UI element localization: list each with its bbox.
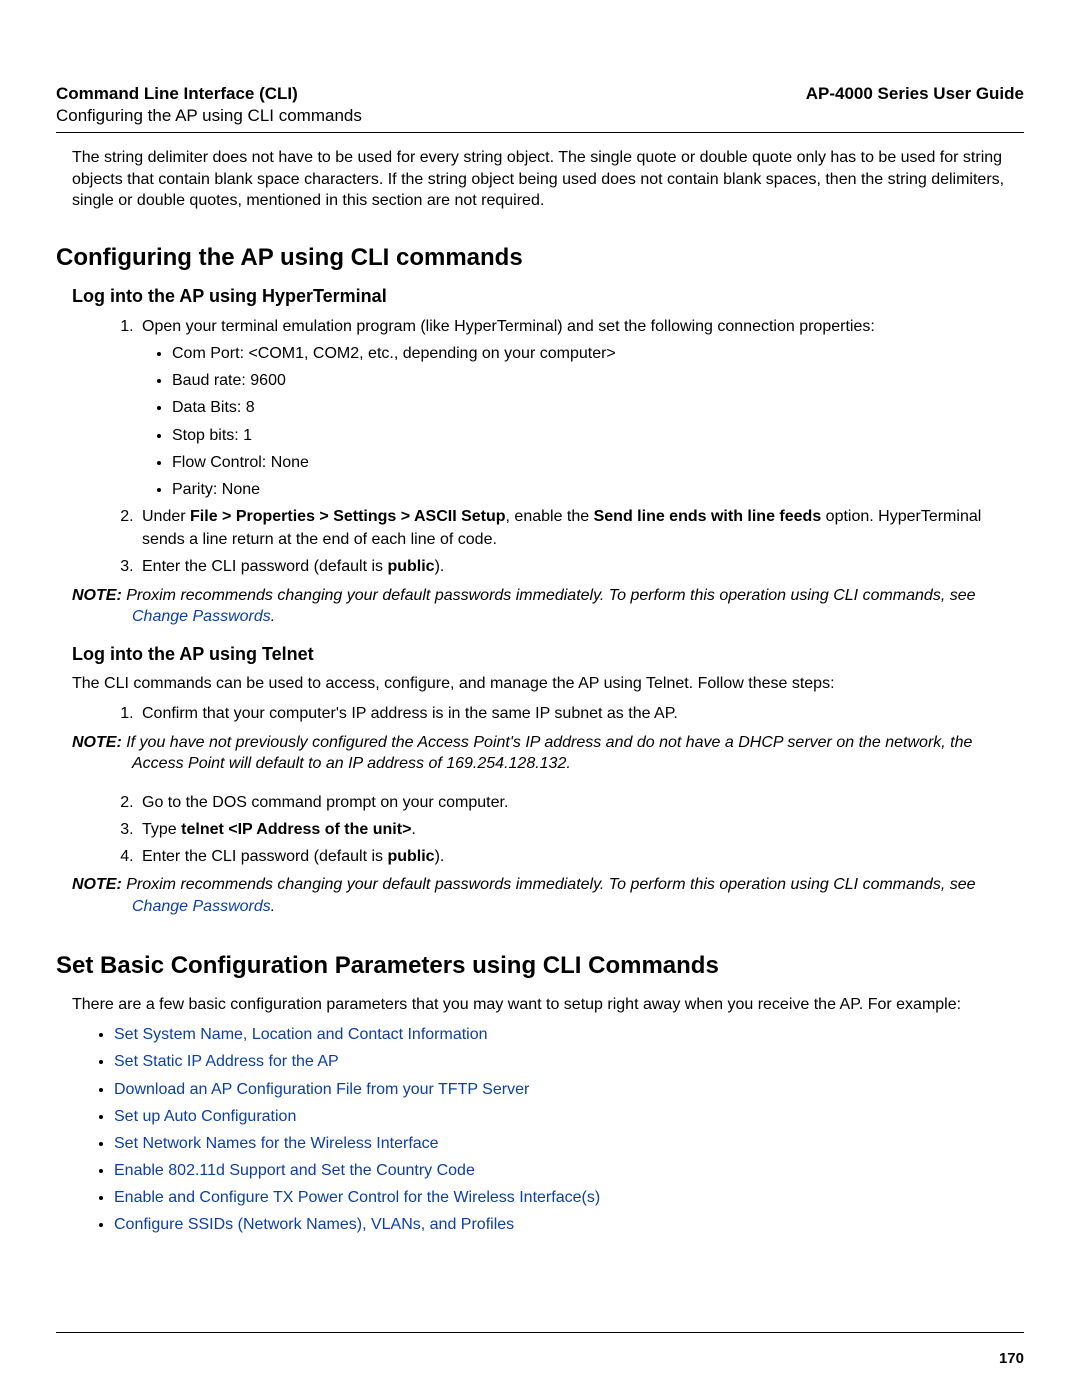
telnet-step3-bold: telnet <IP Address of the unit> [181,821,411,838]
telnet-step4-post: ). [435,848,445,865]
intro-paragraph: The string delimiter does not have to be… [72,147,1024,212]
heading-configuring-ap: Configuring the AP using CLI commands [56,244,1024,272]
telnet-step-3: Type telnet <IP Address of the unit>. [138,818,1024,841]
link-change-passwords-1[interactable]: Change Passwords [132,608,271,625]
spacer [56,934,1024,952]
link-80211d[interactable]: Enable 802.11d Support and Set the Count… [114,1162,475,1179]
prop-stop-bits: Stop bits: 1 [172,424,1024,447]
note2-text: If you have not previously configured th… [126,734,972,773]
header-right: AP-4000 Series User Guide [806,84,1024,104]
list-item: Enable and Configure TX Power Control fo… [114,1186,1024,1209]
note1-post: . [271,608,275,625]
link-tx-power[interactable]: Enable and Configure TX Power Control fo… [114,1189,600,1206]
note3-pre: Proxim recommends changing your default … [126,876,975,893]
list-item: Set Network Names for the Wireless Inter… [114,1132,1024,1155]
note3-post: . [271,898,275,915]
basic-config-links: Set System Name, Location and Contact In… [92,1023,1024,1237]
header-left: Command Line Interface (CLI) [56,84,298,104]
note2-label: NOTE: [72,734,126,751]
heading-set-basic-config: Set Basic Configuration Parameters using… [56,952,1024,980]
telnet-step3-post: . [411,821,415,838]
prop-baud-rate: Baud rate: 9600 [172,369,1024,392]
header-subtitle: Configuring the AP using CLI commands [56,106,1024,126]
hyper-step-1: Open your terminal emulation program (li… [138,315,1024,501]
list-item: Set up Auto Configuration [114,1105,1024,1128]
telnet-intro: The CLI commands can be used to access, … [72,673,1024,695]
list-item: Set System Name, Location and Contact In… [114,1023,1024,1046]
link-auto-config[interactable]: Set up Auto Configuration [114,1108,296,1125]
prop-parity: Parity: None [172,478,1024,501]
telnet-step-2: Go to the DOS command prompt on your com… [138,791,1024,814]
hyper-step1-text: Open your terminal emulation program (li… [142,318,875,335]
telnet-steps-part1: Confirm that your computer's IP address … [110,702,1024,725]
link-download-tftp[interactable]: Download an AP Configuration File from y… [114,1081,529,1098]
heading-telnet: Log into the AP using Telnet [72,644,1024,665]
hyperterminal-steps: Open your terminal emulation program (li… [110,315,1024,579]
link-ssids[interactable]: Configure SSIDs (Network Names), VLANs, … [114,1216,514,1233]
note3-label: NOTE: [72,876,126,893]
connection-properties-list: Com Port: <COM1, COM2, etc., depending o… [172,342,1024,501]
hyper-step3-post: ). [435,558,445,575]
heading-hyperterminal: Log into the AP using HyperTerminal [72,286,1024,307]
note-change-password-1: NOTE: Proxim recommends changing your de… [72,585,1024,628]
basics-intro: There are a few basic configuration para… [72,994,1024,1016]
page-header: Command Line Interface (CLI) AP-4000 Ser… [56,84,1024,104]
hyper-step2-mid: , enable the [506,508,594,525]
hyper-step2-bold2: Send line ends with line feeds [594,508,822,525]
hyper-step3-pre: Enter the CLI password (default is [142,558,387,575]
telnet-step4-pre: Enter the CLI password (default is [142,848,387,865]
prop-data-bits: Data Bits: 8 [172,396,1024,419]
hyper-step-3: Enter the CLI password (default is publi… [138,555,1024,578]
note-ip-default: NOTE: If you have not previously configu… [72,732,1024,775]
prop-flow-control: Flow Control: None [172,451,1024,474]
link-change-passwords-2[interactable]: Change Passwords [132,898,271,915]
header-rule [56,132,1024,133]
list-item: Enable 802.11d Support and Set the Count… [114,1159,1024,1182]
telnet-step-4: Enter the CLI password (default is publi… [138,845,1024,868]
link-network-names[interactable]: Set Network Names for the Wireless Inter… [114,1135,439,1152]
hyper-step-2: Under File > Properties > Settings > ASC… [138,505,1024,551]
link-static-ip[interactable]: Set Static IP Address for the AP [114,1053,339,1070]
hyper-step3-bold: public [387,558,434,575]
footer-rule [56,1332,1024,1333]
note-change-password-2: NOTE: Proxim recommends changing your de… [72,874,1024,917]
note1-pre: Proxim recommends changing your default … [126,587,975,604]
telnet-step3-pre: Type [142,821,181,838]
page-container: Command Line Interface (CLI) AP-4000 Ser… [0,0,1080,1397]
hyper-step2-pre: Under [142,508,190,525]
hyper-step2-bold1: File > Properties > Settings > ASCII Set… [190,508,506,525]
list-item: Set Static IP Address for the AP [114,1050,1024,1073]
list-item: Download an AP Configuration File from y… [114,1078,1024,1101]
prop-com-port: Com Port: <COM1, COM2, etc., depending o… [172,342,1024,365]
telnet-step-1: Confirm that your computer's IP address … [138,702,1024,725]
page-number: 170 [999,1350,1024,1367]
telnet-step4-bold: public [387,848,434,865]
note1-label: NOTE: [72,587,126,604]
link-system-name[interactable]: Set System Name, Location and Contact In… [114,1026,488,1043]
telnet-steps-part2: Go to the DOS command prompt on your com… [110,791,1024,869]
list-item: Configure SSIDs (Network Names), VLANs, … [114,1213,1024,1236]
